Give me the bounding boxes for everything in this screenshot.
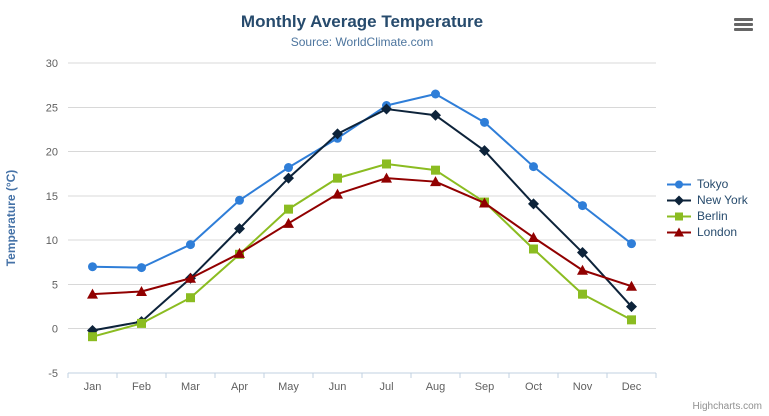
new-york-line: [91, 108, 633, 332]
tokyo-marker[interactable]: [529, 162, 538, 172]
y-axis-label: 15: [46, 191, 58, 203]
london-marker[interactable]: [136, 286, 147, 297]
x-axis-label: Nov: [573, 381, 593, 393]
y-axis-label: 10: [46, 235, 58, 247]
new-york-marker[interactable]: [381, 103, 392, 115]
export-menu-button[interactable]: [731, 14, 755, 34]
tokyo-marker[interactable]: [137, 263, 146, 273]
berlin-marker[interactable]: [578, 289, 587, 299]
tokyo-marker[interactable]: [431, 89, 440, 99]
credits-link[interactable]: Highcharts.com: [692, 401, 762, 412]
tokyo-marker[interactable]: [578, 201, 587, 211]
y-axis-label: 30: [46, 58, 58, 70]
berlin-marker[interactable]: [333, 173, 342, 183]
berlin-marker[interactable]: [431, 165, 440, 175]
london-marker[interactable]: [381, 172, 392, 183]
tokyo-line: [91, 93, 633, 269]
legend-item-tokyo[interactable]: Tokyo: [666, 176, 748, 192]
berlin-marker[interactable]: [627, 315, 636, 325]
london-marker[interactable]: [430, 176, 441, 187]
legend: Tokyo New York Berlin London: [666, 176, 748, 240]
tokyo-marker[interactable]: [235, 195, 244, 205]
x-axis-label: Dec: [622, 381, 642, 393]
x-axis-label: Jun: [329, 381, 347, 393]
berlin-marker[interactable]: [284, 204, 293, 214]
x-axis-label: Sep: [475, 381, 495, 393]
x-axis-label: Oct: [525, 381, 542, 393]
berlin-legend-marker-icon: [667, 212, 691, 220]
berlin-marker[interactable]: [529, 244, 538, 254]
x-axis-label: Mar: [181, 381, 200, 393]
london-marker[interactable]: [234, 247, 245, 258]
london-marker[interactable]: [479, 197, 490, 208]
new-york-marker[interactable]: [479, 145, 490, 157]
london-marker[interactable]: [626, 280, 637, 291]
legend-item-new-york[interactable]: New York: [666, 192, 748, 208]
tokyo-marker[interactable]: [88, 262, 97, 272]
london-marker[interactable]: [87, 288, 98, 299]
x-axis-label: Aug: [426, 381, 446, 393]
legend-item-label: Tokyo: [697, 177, 729, 191]
y-axis-title: Temperature (°C): [4, 170, 18, 267]
legend-item-label: Berlin: [697, 209, 728, 223]
x-axis-label: Apr: [231, 381, 248, 393]
new-york-marker[interactable]: [332, 128, 343, 140]
berlin-marker[interactable]: [137, 318, 146, 328]
legend-item-label: London: [697, 225, 738, 239]
y-axis-label: -5: [48, 368, 58, 380]
y-axis-label: 5: [52, 279, 58, 291]
y-axis-label: 0: [52, 324, 58, 336]
x-axis-label: Jan: [84, 381, 102, 393]
legend-item-london[interactable]: London: [666, 224, 748, 240]
berlin-marker[interactable]: [88, 332, 97, 342]
hamburger-icon: [733, 17, 753, 31]
london-marker[interactable]: [577, 264, 588, 275]
y-axis-label: 20: [46, 147, 58, 159]
new-york-marker[interactable]: [577, 247, 588, 259]
london-marker[interactable]: [332, 188, 343, 199]
berlin-marker[interactable]: [186, 293, 195, 303]
london-legend-marker-icon: [667, 227, 691, 236]
tokyo-marker[interactable]: [186, 240, 195, 250]
tokyo-marker[interactable]: [480, 117, 489, 127]
berlin-marker[interactable]: [382, 159, 391, 169]
new-york-marker[interactable]: [283, 172, 294, 184]
x-axis-label: Jul: [379, 381, 393, 393]
tokyo-marker[interactable]: [284, 163, 293, 173]
x-axis-label: Feb: [132, 381, 151, 393]
legend-item-label: New York: [697, 193, 748, 207]
chart-title: Monthly Average Temperature: [240, 12, 484, 31]
london-marker[interactable]: [528, 231, 539, 242]
tokyo-marker[interactable]: [627, 239, 636, 249]
tokyo-legend-marker-icon: [667, 180, 691, 188]
new-york-legend-marker-icon: [667, 195, 691, 205]
new-york-marker[interactable]: [528, 198, 539, 210]
legend-item-berlin[interactable]: Berlin: [666, 208, 748, 224]
chart-subtitle: Source: WorldClimate.com: [290, 35, 434, 49]
london-line: [91, 177, 633, 296]
london-marker[interactable]: [283, 217, 294, 228]
new-york-marker[interactable]: [234, 223, 245, 235]
new-york-marker[interactable]: [430, 109, 441, 121]
berlin-line: [91, 162, 633, 338]
x-axis-label: May: [278, 381, 299, 393]
new-york-marker[interactable]: [626, 301, 637, 313]
y-axis-label: 25: [46, 102, 58, 114]
london-marker[interactable]: [185, 272, 196, 283]
